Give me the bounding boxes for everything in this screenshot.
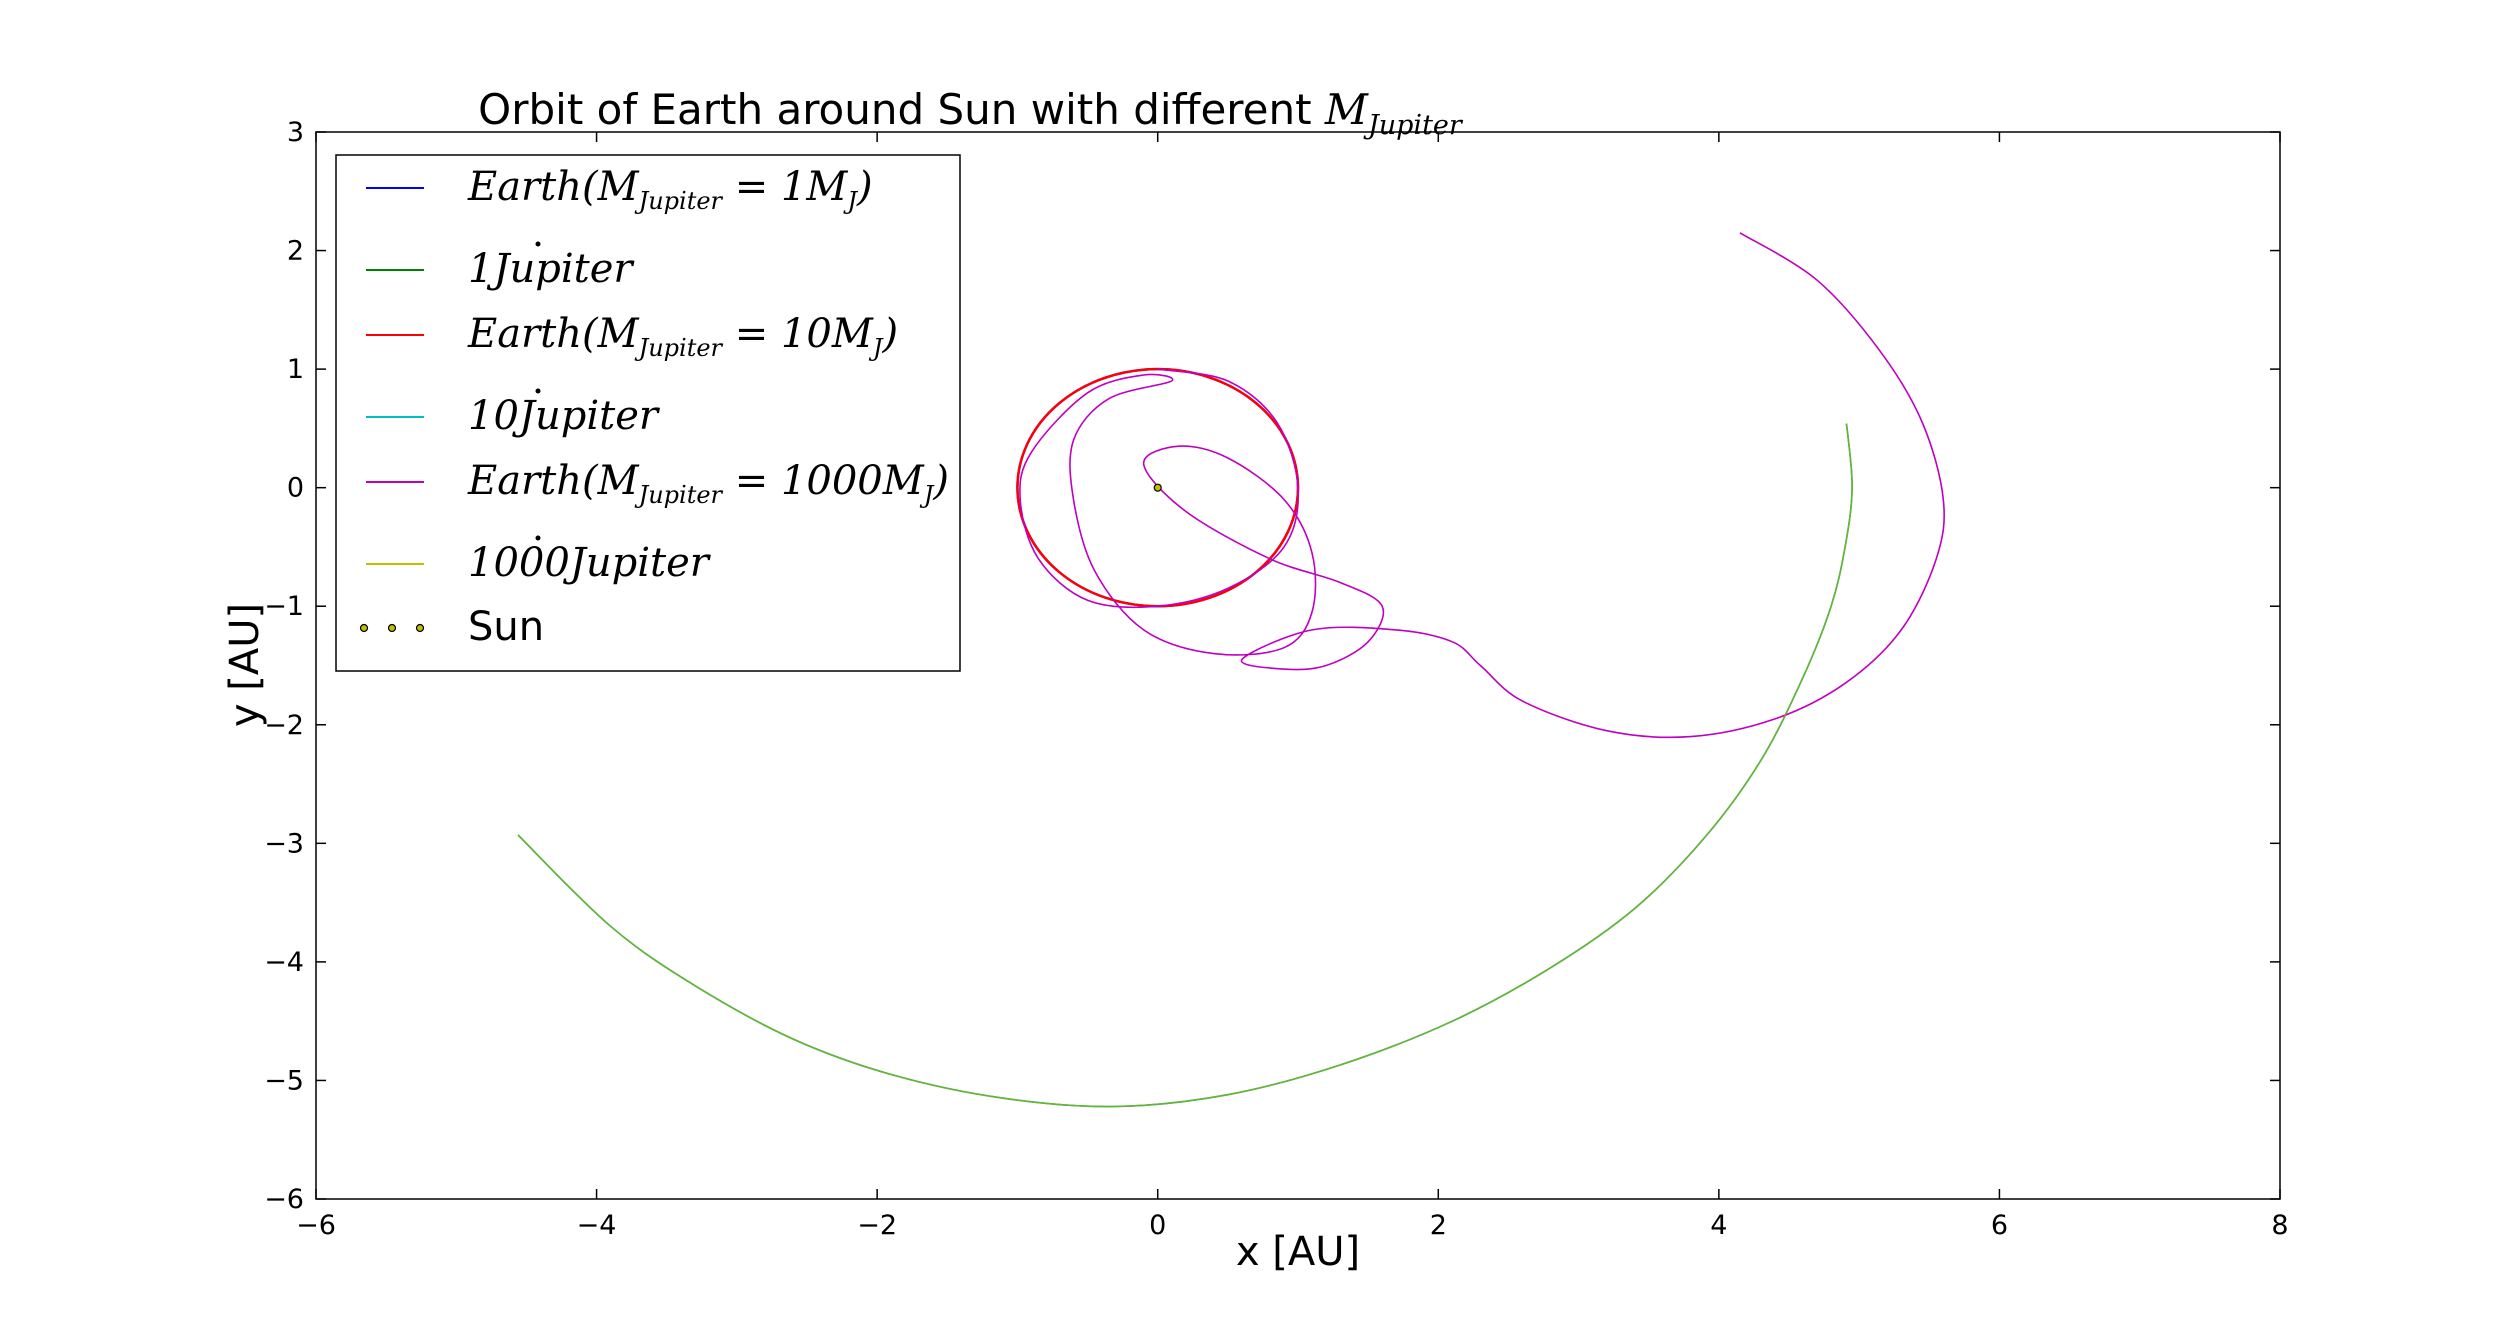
y-tick-label: 2: [287, 236, 304, 267]
y-tick-label: 3: [287, 117, 304, 148]
y-tick-label: −3: [264, 828, 304, 859]
x-tick-label: −4: [577, 1210, 617, 1241]
y-axis-label: y [AU]: [222, 603, 268, 727]
legend: Earth(MJupiter = 1MJ) 1Jupiter Earth(MJupi…: [335, 154, 961, 672]
x-tick-label: 4: [1710, 1210, 1727, 1241]
legend-label: 1Jupiter: [468, 246, 635, 292]
legend-frame: [335, 154, 961, 672]
chart-title-math: M: [1324, 85, 1369, 134]
y-tick-label: −1: [264, 591, 304, 622]
legend-label: 1000Jupiter: [468, 540, 712, 586]
legend-dot-accent: [535, 388, 541, 394]
chart-title-prefix: Orbit of Earth around Sun with different: [478, 85, 1325, 134]
y-tick-label: −6: [264, 1184, 304, 1215]
x-tick-label: 2: [1430, 1210, 1447, 1241]
x-tick-label: 0: [1149, 1210, 1166, 1241]
chart-title-subscript: Jupiter: [1363, 110, 1464, 141]
legend-marker: [387, 623, 397, 633]
legend-label: Earth(MJupiter = 1000MJ): [467, 458, 949, 509]
x-tick-label: −6: [296, 1210, 336, 1241]
legend-dot-accent: [535, 241, 541, 247]
series-layer: [517, 232, 1946, 1108]
x-tick-label: −2: [857, 1210, 897, 1241]
legend-marker: [415, 623, 425, 633]
ticks-layer: −6 −4 −2 0 2 4 6 8 −6 −5 −4 −3 −2 −1 0 1 2 3: [264, 117, 2288, 1241]
legend-entries: Earth(MJupiter = 1MJ) 1Jupiter Earth(MJupi…: [359, 164, 949, 650]
legend-label: Sun: [468, 604, 544, 650]
y-tick-label: −4: [264, 947, 304, 978]
series-sun-marker: [1153, 483, 1162, 492]
x-tick-label: 6: [1991, 1210, 2008, 1241]
series-1000-jupiter-line: [517, 423, 1853, 1108]
legend-marker: [359, 623, 369, 633]
legend-label: 10Jupiter: [468, 393, 661, 439]
x-tick-label: 8: [2271, 1210, 2288, 1241]
y-tick-label: −2: [264, 710, 304, 741]
y-tick-label: 1: [287, 354, 304, 385]
y-tick-label: 0: [287, 473, 304, 504]
legend-label: Earth(MJupiter = 10MJ): [467, 311, 898, 362]
x-axis-label: x [AU]: [1236, 1229, 1360, 1275]
plot-frame: [315, 131, 2281, 1200]
series-earth-m-jupiter-1000m-j-line: [1019, 232, 1946, 739]
chart-title: Orbit of Earth around Sun with different…: [478, 85, 1464, 141]
y-tick-label: −5: [264, 1065, 304, 1096]
legend-dot-accent: [535, 535, 541, 541]
legend-label: Earth(MJupiter = 1MJ): [467, 164, 873, 215]
